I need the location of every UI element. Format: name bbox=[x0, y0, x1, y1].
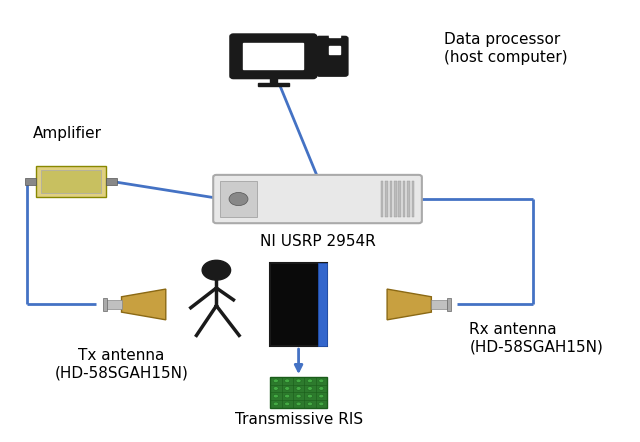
Bar bbox=[270, 263, 327, 346]
Circle shape bbox=[307, 394, 312, 398]
Circle shape bbox=[319, 394, 324, 398]
Polygon shape bbox=[387, 289, 431, 320]
Circle shape bbox=[307, 379, 312, 382]
Bar bbox=[381, 182, 383, 217]
Bar bbox=[447, 298, 451, 311]
Bar bbox=[317, 263, 327, 346]
Bar bbox=[106, 300, 122, 309]
Bar bbox=[270, 76, 276, 83]
Text: Data processor
(host computer): Data processor (host computer) bbox=[444, 32, 568, 65]
Circle shape bbox=[319, 379, 324, 382]
Circle shape bbox=[229, 192, 248, 206]
Text: Tx antenna
(HD-58SGAH15N): Tx antenna (HD-58SGAH15N) bbox=[54, 348, 188, 381]
Bar bbox=[399, 182, 401, 217]
Bar bbox=[385, 182, 388, 217]
Bar bbox=[36, 166, 106, 197]
FancyBboxPatch shape bbox=[213, 175, 422, 223]
Text: Rx antenna
(HD-58SGAH15N): Rx antenna (HD-58SGAH15N) bbox=[469, 322, 603, 354]
Circle shape bbox=[285, 402, 290, 406]
Circle shape bbox=[307, 387, 312, 390]
Bar bbox=[220, 182, 257, 217]
FancyBboxPatch shape bbox=[230, 34, 316, 78]
Circle shape bbox=[296, 379, 301, 382]
Bar bbox=[403, 182, 405, 217]
Bar bbox=[41, 170, 100, 193]
Bar bbox=[431, 300, 447, 309]
Circle shape bbox=[307, 402, 312, 406]
Bar bbox=[106, 178, 117, 185]
Circle shape bbox=[202, 260, 230, 280]
Circle shape bbox=[285, 394, 290, 398]
Bar bbox=[394, 182, 397, 217]
Text: Transmissive RIS: Transmissive RIS bbox=[234, 412, 363, 427]
Bar bbox=[407, 182, 410, 217]
Circle shape bbox=[319, 402, 324, 406]
Bar bbox=[270, 377, 327, 408]
Polygon shape bbox=[122, 289, 166, 320]
Text: Amplifier: Amplifier bbox=[33, 126, 102, 141]
Bar bbox=[329, 29, 340, 37]
Circle shape bbox=[273, 387, 278, 390]
Circle shape bbox=[273, 402, 278, 406]
Circle shape bbox=[273, 394, 278, 398]
Bar bbox=[329, 46, 340, 54]
Circle shape bbox=[296, 394, 301, 398]
Circle shape bbox=[273, 379, 278, 382]
Bar bbox=[103, 298, 108, 311]
Circle shape bbox=[285, 379, 290, 382]
Circle shape bbox=[296, 402, 301, 406]
Circle shape bbox=[319, 387, 324, 390]
Text: NI USRP 2954R: NI USRP 2954R bbox=[260, 234, 376, 249]
Circle shape bbox=[285, 387, 290, 390]
Bar bbox=[390, 182, 392, 217]
Circle shape bbox=[296, 387, 301, 390]
Bar bbox=[412, 182, 414, 217]
Bar bbox=[258, 83, 289, 86]
Bar bbox=[243, 43, 303, 69]
FancyBboxPatch shape bbox=[317, 37, 348, 76]
Bar bbox=[25, 178, 36, 185]
